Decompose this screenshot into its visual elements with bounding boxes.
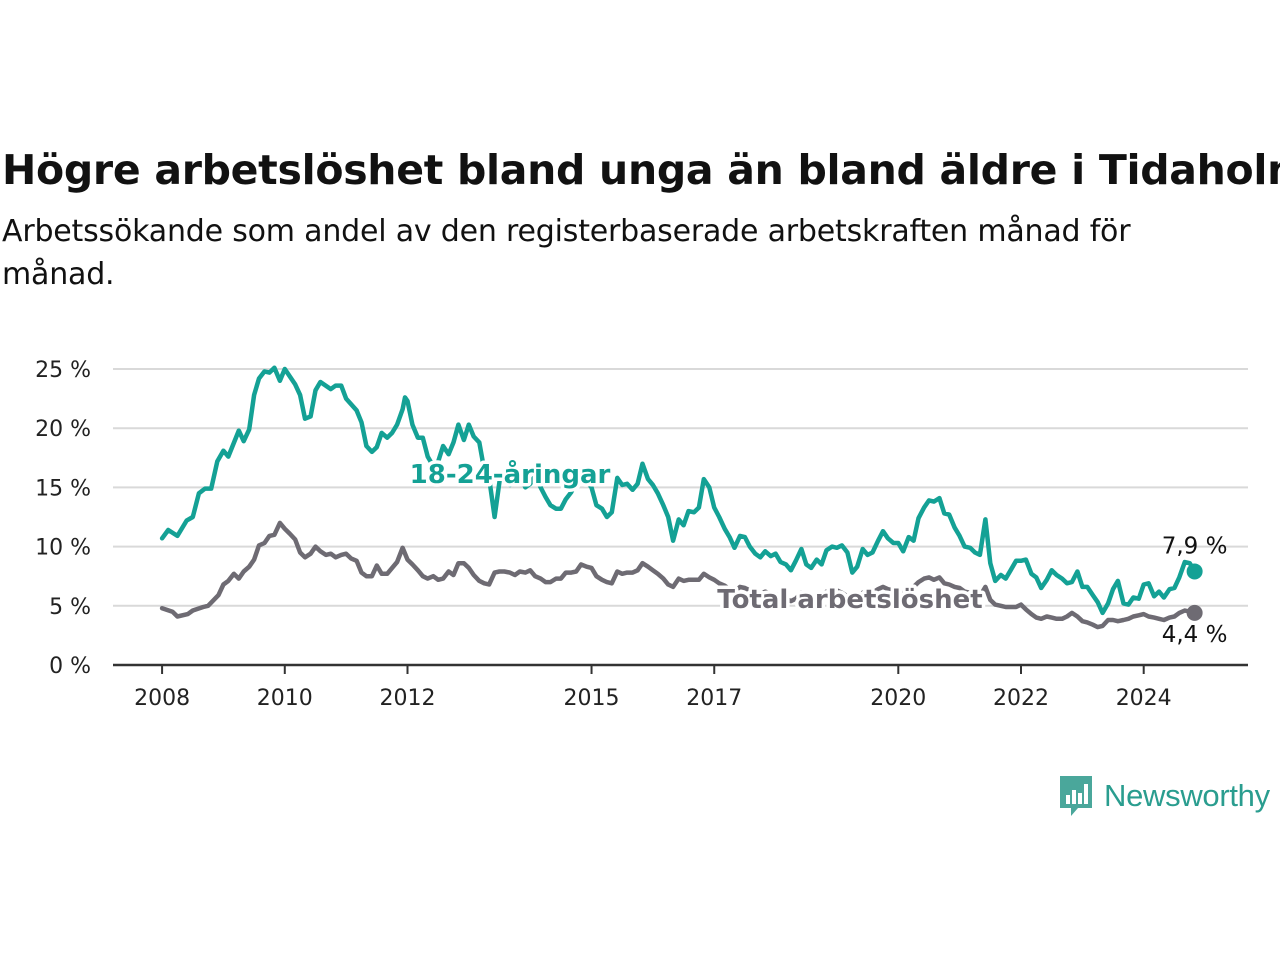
end-point-18-24 xyxy=(1186,563,1203,580)
y-tick-label: 20 % xyxy=(35,417,91,442)
y-tick-label: 5 % xyxy=(49,595,91,620)
series-label-total: Total arbetslöshet xyxy=(717,585,982,615)
x-tick-label: 2022 xyxy=(993,686,1049,711)
x-tick-label: 2015 xyxy=(564,686,620,711)
series-line-18-24 xyxy=(159,365,1197,616)
y-tick-label: 15 % xyxy=(35,476,91,501)
chart-subtitle: Arbetssökande som andel av den registerb… xyxy=(2,214,1131,292)
end-label-18-24: 7,9 % xyxy=(1162,533,1228,559)
brand-name: Newsworthy xyxy=(1104,778,1270,813)
x-tick-label: 2012 xyxy=(379,686,435,711)
y-tick-label: 25 % xyxy=(35,358,91,383)
series-label-18-24: 18-24-åringar xyxy=(410,458,611,490)
chart-title: Högre arbetslöshet bland unga än bland ä… xyxy=(2,146,1280,194)
x-tick-label: 2017 xyxy=(686,686,742,711)
series-line-total xyxy=(159,520,1197,630)
end-label-total: 4,4 % xyxy=(1162,622,1228,648)
x-tick-label: 2008 xyxy=(134,686,190,711)
y-tick-label: 10 % xyxy=(35,536,91,561)
x-tick-label: 2020 xyxy=(870,686,926,711)
end-point-total xyxy=(1186,604,1203,621)
x-tick-label: 2024 xyxy=(1116,686,1172,711)
newsworthy-logo-icon xyxy=(1060,776,1092,816)
y-tick-label: 0 % xyxy=(49,654,91,679)
x-tick-label: 2010 xyxy=(257,686,313,711)
newsworthy-logo[interactable]: Newsworthy xyxy=(1058,774,1270,818)
